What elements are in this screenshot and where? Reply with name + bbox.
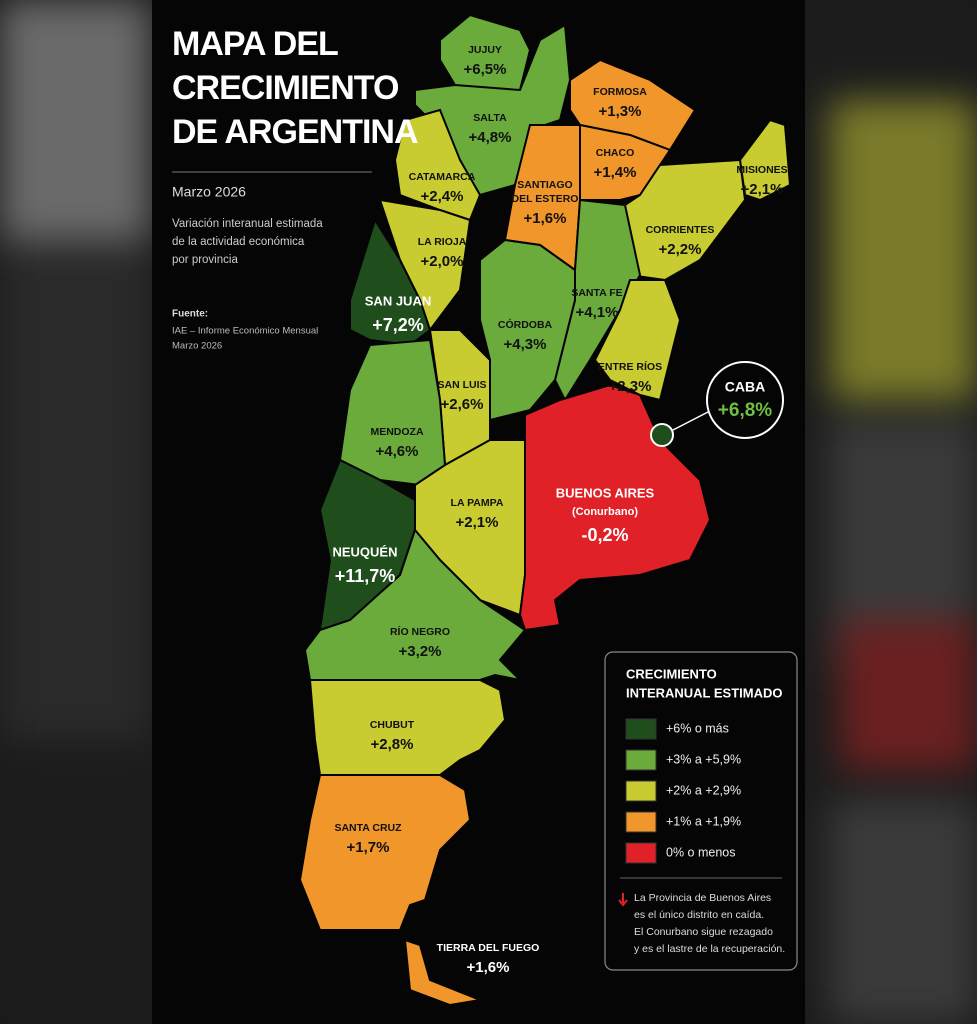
caba-connector xyxy=(672,411,709,431)
legend-label: 0% o menos xyxy=(666,845,735,859)
source-line: Marzo 2026 xyxy=(172,341,222,352)
province-name: LA RIOJA xyxy=(418,236,467,248)
province-value: +7,2% xyxy=(372,315,424,335)
legend-title: CRECIMIENTO xyxy=(626,666,717,681)
caba-callout xyxy=(706,361,784,439)
province-value: +4,6% xyxy=(376,443,419,460)
province-name: BUENOS AIRES xyxy=(556,485,655,500)
province-value: +1,3% xyxy=(599,103,642,120)
source-line: IAE – Informe Económico Mensual xyxy=(172,326,318,337)
legend-swatch xyxy=(625,842,657,864)
province-name: CHUBUT xyxy=(370,719,415,731)
province-value: +2,1% xyxy=(456,514,499,531)
province-name: CORRIENTES xyxy=(646,224,715,236)
province-shape xyxy=(298,774,472,931)
legend-swatch xyxy=(625,718,657,740)
province-name: NEUQUÉN xyxy=(332,544,397,559)
title: DE ARGENTINA xyxy=(172,113,418,151)
legend-note: La Provincia de Buenos Aires xyxy=(634,892,771,904)
legend-label: +6% o más xyxy=(666,721,729,735)
down-arrow xyxy=(618,893,628,907)
province-name: SAN LUIS xyxy=(437,379,486,391)
blur-patch xyxy=(840,620,977,770)
provinces xyxy=(298,13,792,1007)
province-value: +2,1% xyxy=(741,181,784,198)
legend-note: El Conurbano sigue rezagado xyxy=(634,926,773,938)
legend-label: +2% a +2,9% xyxy=(666,783,741,797)
province-value: +2,2% xyxy=(659,241,702,258)
province-value: +1,6% xyxy=(467,959,510,976)
province-value: +3,2% xyxy=(399,643,442,660)
blur-patch xyxy=(0,0,150,240)
province-name: SAN JUAN xyxy=(365,293,431,308)
province-name: MENDOZA xyxy=(370,426,423,438)
province-name: FORMOSA xyxy=(593,86,647,98)
province-name: MISIONES xyxy=(736,164,787,176)
province-value: +1,6% xyxy=(524,210,567,227)
legend-label: +1% a +1,9% xyxy=(666,814,741,828)
province-value: +1,7% xyxy=(347,839,390,856)
province-name: SANTA FE xyxy=(571,287,622,299)
source-heading: Fuente: xyxy=(172,309,208,320)
province-name: CÓRDOBA xyxy=(498,318,553,331)
province-name: SALTA xyxy=(473,112,507,124)
legend-swatch xyxy=(625,811,657,833)
legend-title: INTERANUAL ESTIMADO xyxy=(626,685,782,700)
subtitle: de la actividad económica xyxy=(172,236,305,248)
province-value: +2,6% xyxy=(441,396,484,413)
province-name: SANTIAGO xyxy=(517,179,572,191)
legend: CRECIMIENTO INTERANUAL ESTIMADO +6% o más +… xyxy=(625,666,785,955)
province-name: CATAMARCA xyxy=(409,171,476,183)
province-value: +1,4% xyxy=(594,164,637,181)
legend-label: +3% a +5,9% xyxy=(666,752,741,766)
province-name: DEL ESTERO xyxy=(512,193,579,205)
blur-patch xyxy=(0,240,150,740)
province-name: LA PAMPA xyxy=(451,497,504,509)
subtitle: Variación interanual estimada xyxy=(172,218,323,230)
blur-patch xyxy=(830,100,977,400)
province-shape xyxy=(479,238,576,422)
province-value: -0,2% xyxy=(581,525,628,545)
province-shape xyxy=(403,938,484,1007)
province-name: JUJUY xyxy=(468,44,502,56)
province-name: TIERRA DEL FUEGO xyxy=(437,942,540,954)
title: CRECIMIENTO xyxy=(172,69,399,107)
province-value: +2,8% xyxy=(371,736,414,753)
province-name: ENTRE RÍOS xyxy=(598,360,662,373)
caba-name: CABA xyxy=(725,379,765,395)
title: MAPA DEL xyxy=(172,25,338,63)
province-value: +2,4% xyxy=(421,188,464,205)
date: Marzo 2026 xyxy=(172,184,246,200)
province-note: (Conurbano) xyxy=(572,506,638,518)
province-value: +4,3% xyxy=(504,336,547,353)
province-value: +6,5% xyxy=(464,61,507,78)
caba-marker xyxy=(650,423,674,447)
province-value: +2,0% xyxy=(421,253,464,270)
province-name: CHACO xyxy=(596,147,635,159)
province-value: +4,8% xyxy=(469,129,512,146)
province-shape xyxy=(308,679,507,776)
header: MAPA DEL CRECIMIENTO DE ARGENTINA Marzo 202… xyxy=(172,25,419,352)
legend-note: es el único distrito en caída. xyxy=(634,909,764,921)
caba-value: +6,8% xyxy=(718,400,773,421)
province-value: +4,1% xyxy=(576,304,619,321)
legend-swatch xyxy=(625,780,657,802)
legend-swatch xyxy=(625,749,657,771)
province-value: +2,3% xyxy=(609,378,652,395)
subtitle: por provincia xyxy=(172,254,238,266)
province-value: +11,7% xyxy=(335,566,396,586)
province-name: RÍO NEGRO xyxy=(390,625,450,638)
blur-patch xyxy=(830,800,977,1024)
province-name: SANTA CRUZ xyxy=(334,822,402,834)
province-labels: JUJUY +6,5% SALTA +4,8% FORMOSA +1,3% CHACO +1,… xyxy=(332,44,787,976)
legend-note: y es el lastre de la recuperación. xyxy=(634,943,785,955)
